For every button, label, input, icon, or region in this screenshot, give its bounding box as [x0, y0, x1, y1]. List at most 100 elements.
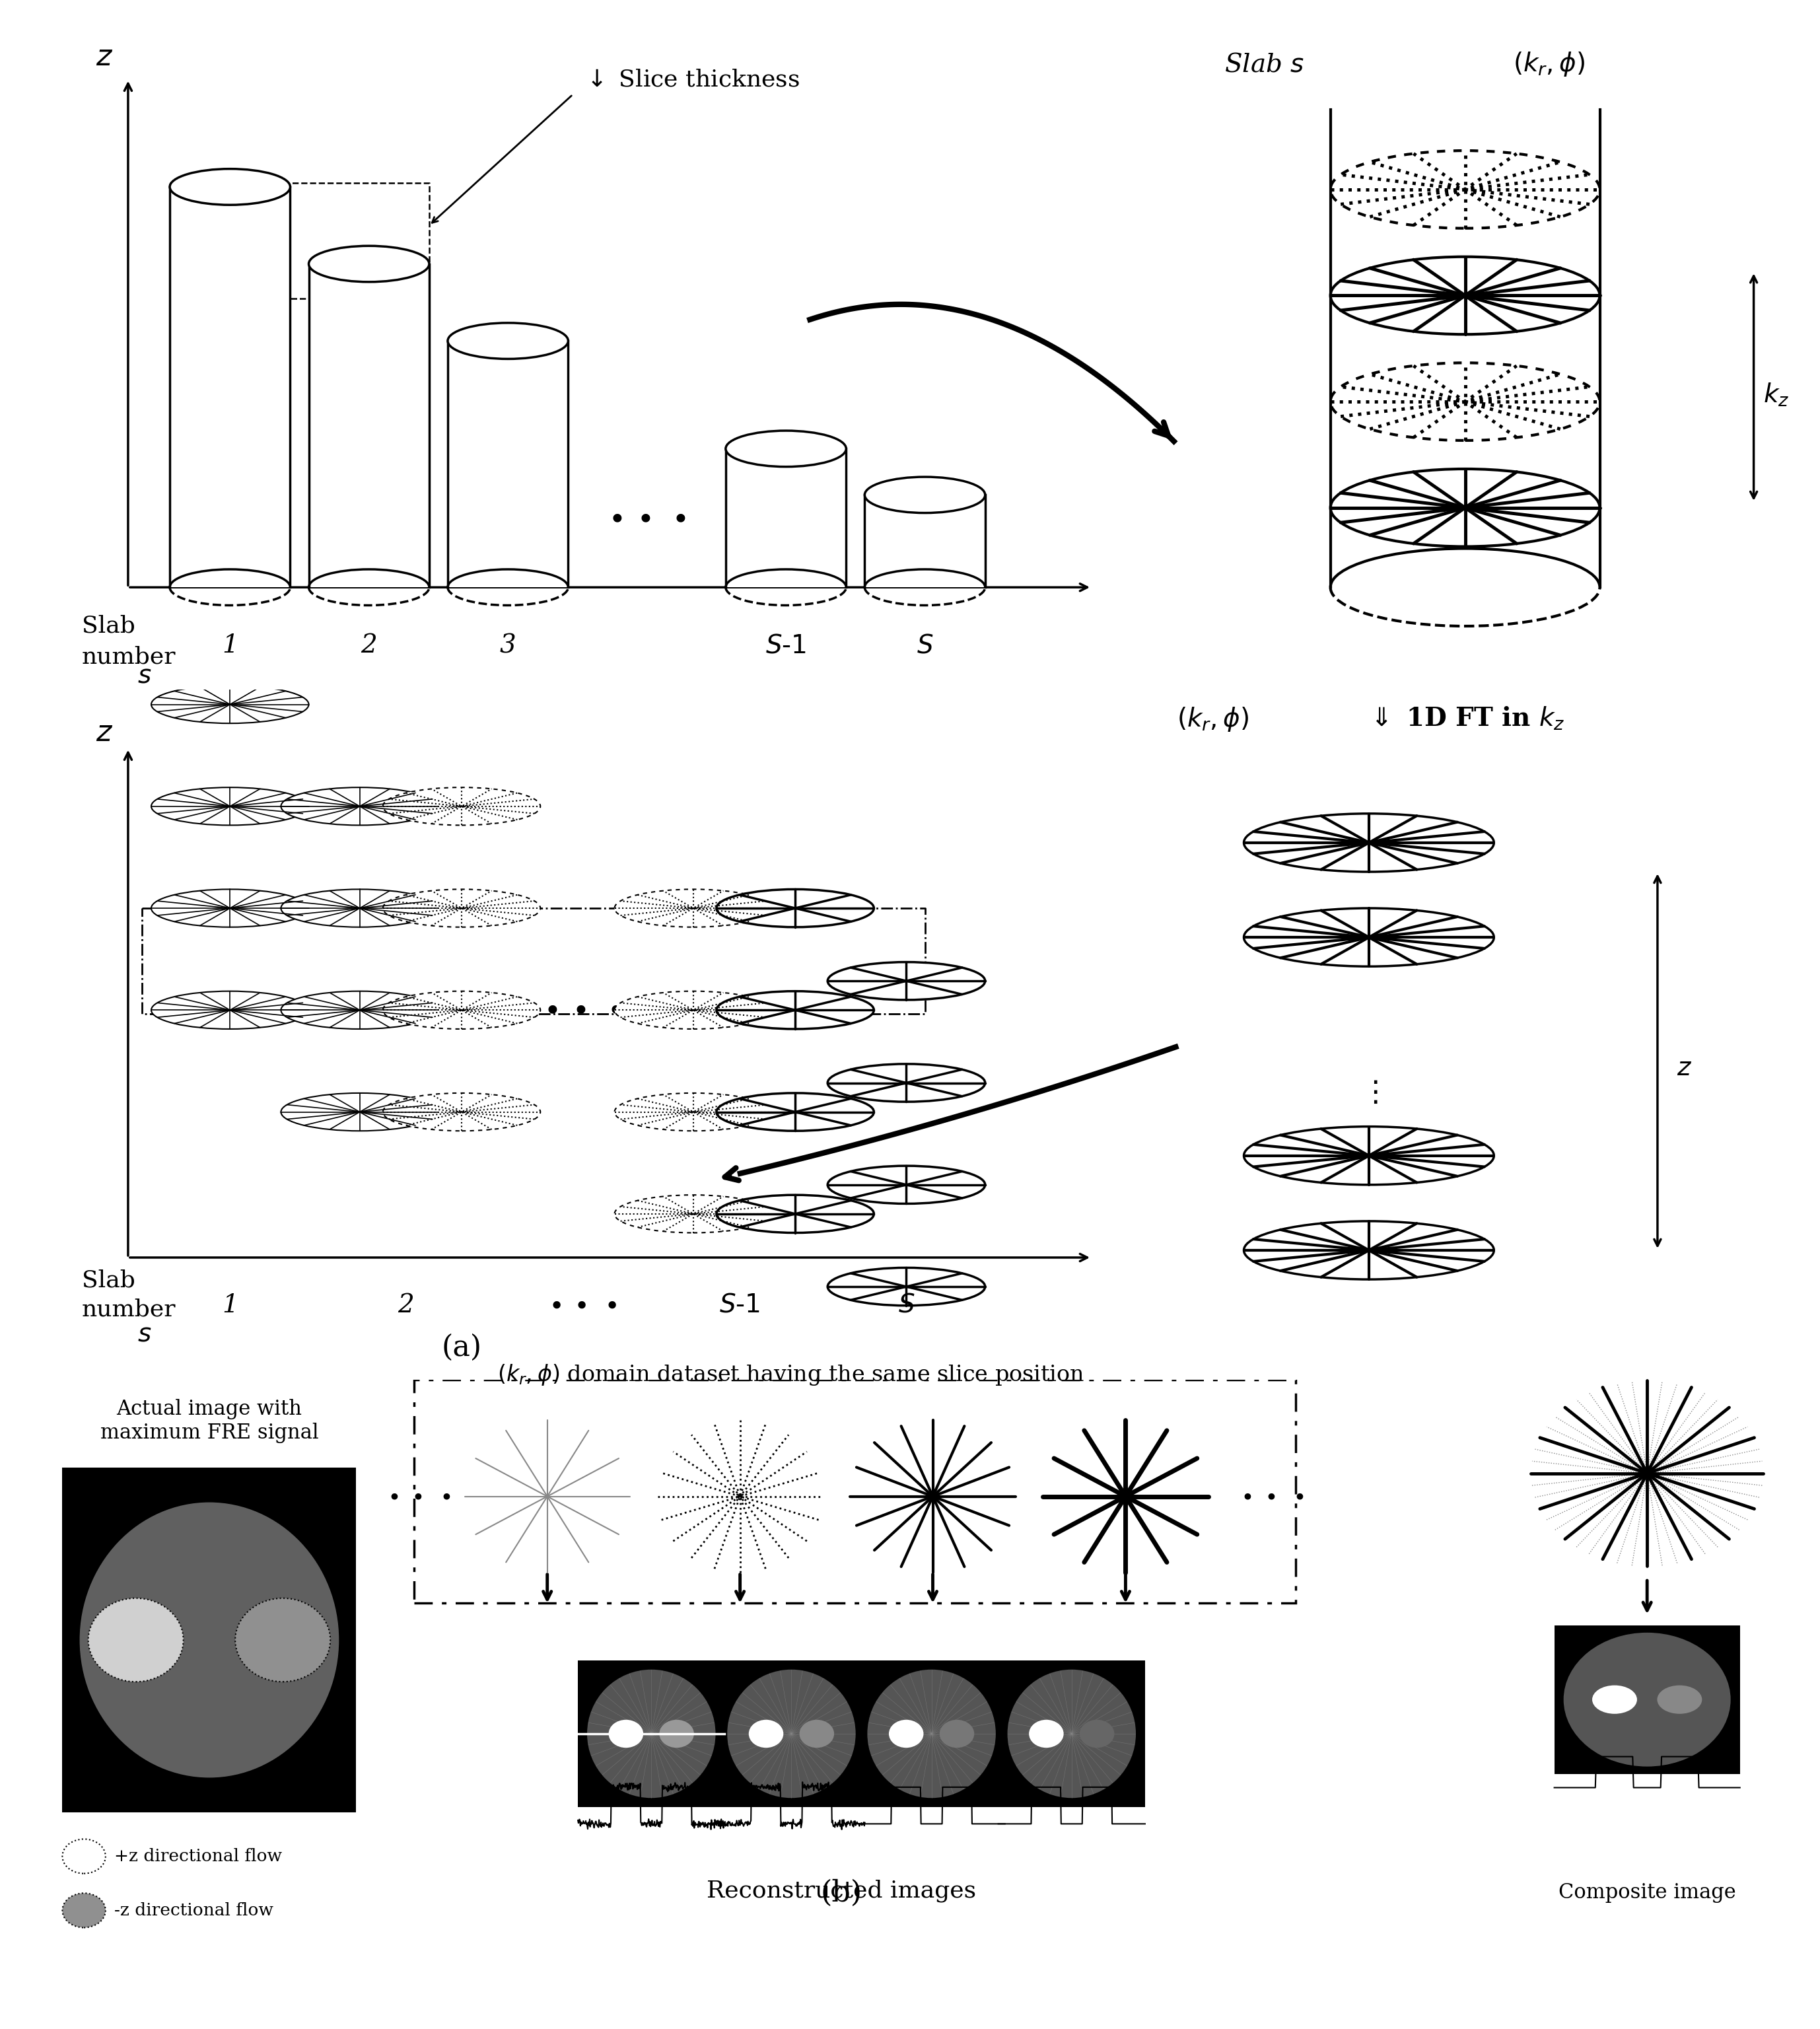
Text: Slab: Slab	[82, 1268, 135, 1290]
Bar	[579, 1660, 724, 1808]
Text: $S\text{-}1$: $S\text{-}1$	[719, 1292, 761, 1317]
Polygon shape	[726, 448, 846, 586]
Text: $(k_r, \phi)$ domain dataset having the same slice position: $(k_r, \phi)$ domain dataset having the …	[497, 1361, 1085, 1388]
Ellipse shape	[1658, 1686, 1702, 1715]
Text: 3: 3	[501, 633, 517, 657]
Ellipse shape	[62, 1893, 106, 1928]
Text: $(k_r, \phi)$: $(k_r, \phi)$	[1176, 706, 1249, 732]
Ellipse shape	[1243, 1221, 1494, 1280]
Text: (a): (a)	[442, 1333, 482, 1361]
Ellipse shape	[1563, 1633, 1731, 1767]
Polygon shape	[1330, 110, 1600, 586]
Ellipse shape	[1028, 1721, 1063, 1747]
Ellipse shape	[726, 430, 846, 467]
Ellipse shape	[888, 1721, 923, 1747]
Ellipse shape	[588, 1670, 715, 1798]
Bar	[1554, 1625, 1740, 1773]
Ellipse shape	[309, 246, 430, 282]
Ellipse shape	[280, 787, 439, 826]
Ellipse shape	[828, 962, 985, 1000]
Text: $\bullet\,\bullet\,\bullet$: $\bullet\,\bullet\,\bullet$	[608, 503, 686, 532]
Ellipse shape	[1008, 1670, 1136, 1798]
Ellipse shape	[717, 1094, 874, 1130]
Text: number: number	[82, 1299, 177, 1321]
Ellipse shape	[80, 1501, 339, 1777]
Ellipse shape	[62, 1838, 106, 1873]
Ellipse shape	[1330, 469, 1600, 546]
Ellipse shape	[939, 1721, 974, 1747]
Ellipse shape	[1243, 814, 1494, 872]
Ellipse shape	[615, 1195, 772, 1234]
Text: $z$: $z$	[96, 43, 113, 71]
Ellipse shape	[448, 323, 568, 359]
Text: Actual image with
maximum FRE signal: Actual image with maximum FRE signal	[100, 1400, 318, 1443]
Text: $S$: $S$	[917, 633, 934, 657]
Polygon shape	[309, 264, 430, 586]
Polygon shape	[169, 187, 289, 586]
Text: $\Downarrow$ 1D FT in $k_z$: $\Downarrow$ 1D FT in $k_z$	[1365, 706, 1565, 732]
Ellipse shape	[1243, 909, 1494, 966]
Text: $\vdots$: $\vdots$	[1360, 1079, 1378, 1108]
Polygon shape	[864, 495, 985, 586]
Text: $\bullet\,\bullet\,\bullet$: $\bullet\,\bullet\,\bullet$	[542, 994, 621, 1023]
Bar	[997, 1660, 1145, 1808]
Ellipse shape	[1243, 1126, 1494, 1185]
Text: 1: 1	[222, 1292, 238, 1317]
Ellipse shape	[280, 1094, 439, 1130]
Ellipse shape	[615, 992, 772, 1029]
Text: 1: 1	[222, 633, 238, 657]
Ellipse shape	[280, 889, 439, 927]
Text: $S$: $S$	[897, 1292, 915, 1317]
Bar	[719, 1660, 864, 1808]
Ellipse shape	[151, 686, 309, 724]
Ellipse shape	[717, 992, 874, 1029]
Ellipse shape	[151, 787, 309, 826]
Ellipse shape	[382, 787, 541, 826]
Text: $S\text{-}1$: $S\text{-}1$	[766, 633, 806, 657]
Ellipse shape	[151, 992, 309, 1029]
Ellipse shape	[382, 889, 541, 927]
Ellipse shape	[799, 1721, 834, 1747]
Bar	[859, 1660, 1005, 1808]
Ellipse shape	[1330, 258, 1600, 335]
Text: $k_z$: $k_z$	[1764, 381, 1789, 408]
Ellipse shape	[864, 477, 985, 513]
Text: $\bullet\,\bullet\,\bullet$: $\bullet\,\bullet\,\bullet$	[548, 1292, 617, 1317]
Ellipse shape	[382, 992, 541, 1029]
Text: $(k_r, \phi)$: $(k_r, \phi)$	[1512, 51, 1585, 77]
Text: Reconstructed images: Reconstructed images	[706, 1879, 976, 1903]
Text: Slab: Slab	[82, 615, 135, 637]
Ellipse shape	[280, 992, 439, 1029]
Ellipse shape	[151, 889, 309, 927]
Ellipse shape	[717, 889, 874, 927]
Text: Slab $s$: Slab $s$	[1225, 53, 1305, 77]
Ellipse shape	[615, 889, 772, 927]
Bar	[62, 1467, 357, 1812]
Ellipse shape	[868, 1670, 996, 1798]
Text: -z directional flow: -z directional flow	[115, 1901, 273, 1919]
Ellipse shape	[828, 1063, 985, 1102]
Text: $\bullet\;\bullet\;\bullet$: $\bullet\;\bullet\;\bullet$	[388, 1485, 451, 1508]
Ellipse shape	[382, 1094, 541, 1130]
Ellipse shape	[748, 1721, 783, 1747]
Ellipse shape	[1330, 363, 1600, 440]
Text: $s$: $s$	[136, 1323, 151, 1347]
Text: $z$: $z$	[96, 718, 113, 747]
Text: $\downarrow$ Slice thickness: $\downarrow$ Slice thickness	[582, 69, 801, 91]
Text: number: number	[82, 645, 177, 668]
Ellipse shape	[235, 1599, 331, 1682]
Text: 2: 2	[360, 633, 377, 657]
Text: 2: 2	[399, 1292, 415, 1317]
Polygon shape	[448, 341, 568, 586]
Ellipse shape	[728, 1670, 855, 1798]
Ellipse shape	[169, 168, 289, 205]
Ellipse shape	[87, 1599, 184, 1682]
Text: $z$: $z$	[1676, 1057, 1693, 1081]
Text: Composite image: Composite image	[1558, 1883, 1736, 1903]
Ellipse shape	[608, 1721, 642, 1747]
Text: $\bullet\;\bullet\;\bullet$: $\bullet\;\bullet\;\bullet$	[1241, 1485, 1305, 1508]
Ellipse shape	[717, 1195, 874, 1234]
Ellipse shape	[1330, 150, 1600, 229]
Ellipse shape	[615, 1094, 772, 1130]
Ellipse shape	[659, 1721, 693, 1747]
